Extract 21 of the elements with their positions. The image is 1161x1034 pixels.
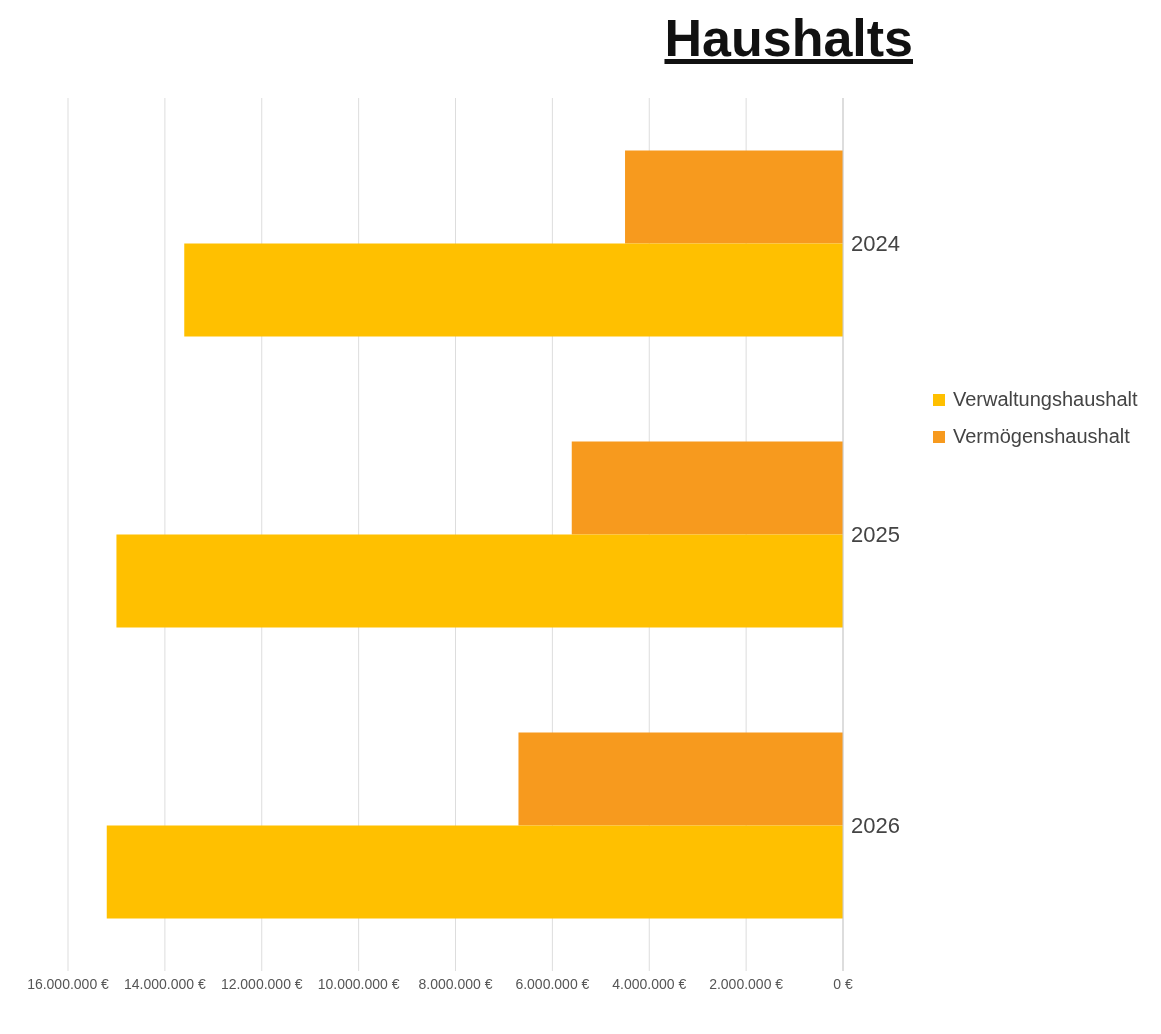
x-tick-label: 16.000.000 €	[27, 975, 110, 992]
x-tick-label: 4.000.000 €	[612, 975, 687, 992]
bar	[116, 534, 843, 628]
x-tick-label: 2.000.000 €	[709, 975, 784, 992]
chart-title: Haushalts	[664, 8, 913, 68]
bar	[625, 150, 843, 244]
y-tick-label: 2026	[851, 813, 900, 839]
x-tick-label: 10.000.000 €	[317, 975, 400, 992]
x-tick-label: 8.000.000 €	[418, 975, 493, 992]
y-tick-label: 2025	[851, 522, 900, 548]
bar	[518, 732, 843, 826]
bar	[184, 243, 843, 337]
x-tick-label: 0 €	[833, 975, 853, 992]
x-tick-label: 12.000.000 €	[220, 975, 303, 992]
x-tick-label: 14.000.000 €	[124, 975, 206, 992]
x-tick-label: 6.000.000 €	[515, 975, 590, 992]
legend-label: Verwaltungshaushalt	[953, 388, 1138, 411]
legend-label: Vermögenshaushalt	[953, 425, 1130, 448]
bar	[571, 441, 843, 535]
bar	[106, 825, 843, 919]
y-tick-label: 2024	[851, 231, 900, 257]
